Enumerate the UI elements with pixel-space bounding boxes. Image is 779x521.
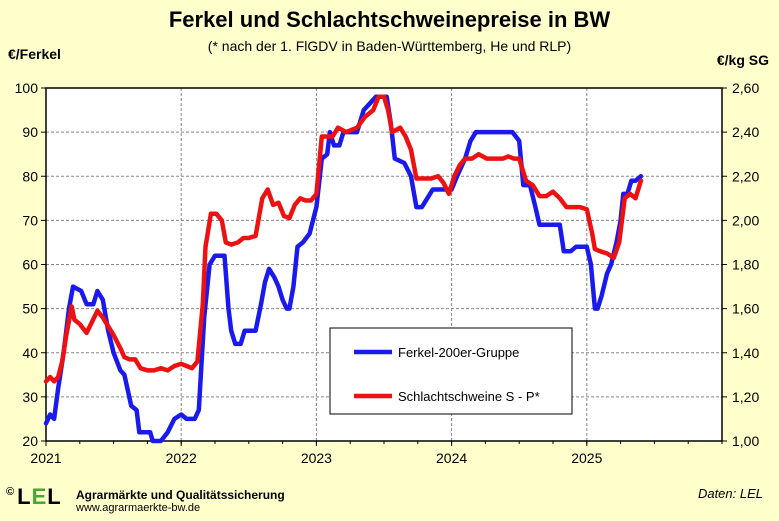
chart-subtitle: (* nach der 1. FlGDV in Baden-Württember… xyxy=(207,38,572,54)
logo-letter-l2: L xyxy=(47,484,62,509)
y-left-tick-label: 70 xyxy=(22,212,38,228)
organization-url: www.agrarmaerkte-bw.de xyxy=(76,502,201,514)
y-right-tick-label: 2,40 xyxy=(732,124,759,140)
x-tick-label: 2023 xyxy=(301,450,332,466)
y-right-tick-label: 1,00 xyxy=(732,433,759,449)
series-line-schlachtschweine xyxy=(43,94,644,384)
x-tick-label: 2024 xyxy=(436,450,467,466)
y-left-tick-label: 50 xyxy=(22,301,38,317)
y-right-tick-label: 2,00 xyxy=(732,212,759,228)
x-tick-label: 2025 xyxy=(571,450,602,466)
legend-label: Ferkel-200er-Gruppe xyxy=(398,345,519,360)
y-left-tick-label: 40 xyxy=(22,345,38,361)
y-right-tick-label: 1,80 xyxy=(732,257,759,273)
x-tick-label: 2021 xyxy=(30,450,61,466)
legend-box xyxy=(329,327,573,415)
y-left-tick-label: 20 xyxy=(22,433,38,449)
organization-name: Agrarmärkte und Qualitätssicherung xyxy=(76,488,285,502)
lel-logo: ©LEL xyxy=(6,484,62,510)
y-left-tick-label: 60 xyxy=(22,257,38,273)
y-right-tick-label: 1,60 xyxy=(732,301,759,317)
y-left-tick-label: 100 xyxy=(15,80,39,96)
y-right-tick-label: 2,60 xyxy=(732,80,759,96)
x-tick-label: 2022 xyxy=(166,450,197,466)
y-right-tick-label: 1,20 xyxy=(732,389,759,405)
y-axis-left-label: €/Ferkel xyxy=(8,46,61,62)
series-line-ferkel xyxy=(43,94,644,444)
logo-letter-l1: L xyxy=(17,484,32,509)
chart-title: Ferkel und Schlachtschweinepreise in BW xyxy=(168,7,611,32)
data-source: Daten: LEL xyxy=(697,486,763,501)
y-right-tick-label: 2,20 xyxy=(732,168,759,184)
y-left-tick-label: 80 xyxy=(22,168,38,184)
logo-letter-e: E xyxy=(31,484,48,509)
y-right-tick-label: 1,40 xyxy=(732,345,759,361)
legend-label: Schlachtschweine S - P* xyxy=(398,389,540,404)
y-left-tick-label: 90 xyxy=(22,124,38,140)
y-axis-right-label: €/kg SG xyxy=(716,52,769,68)
logo-copyright: © xyxy=(6,486,16,498)
y-left-tick-label: 30 xyxy=(22,389,38,405)
